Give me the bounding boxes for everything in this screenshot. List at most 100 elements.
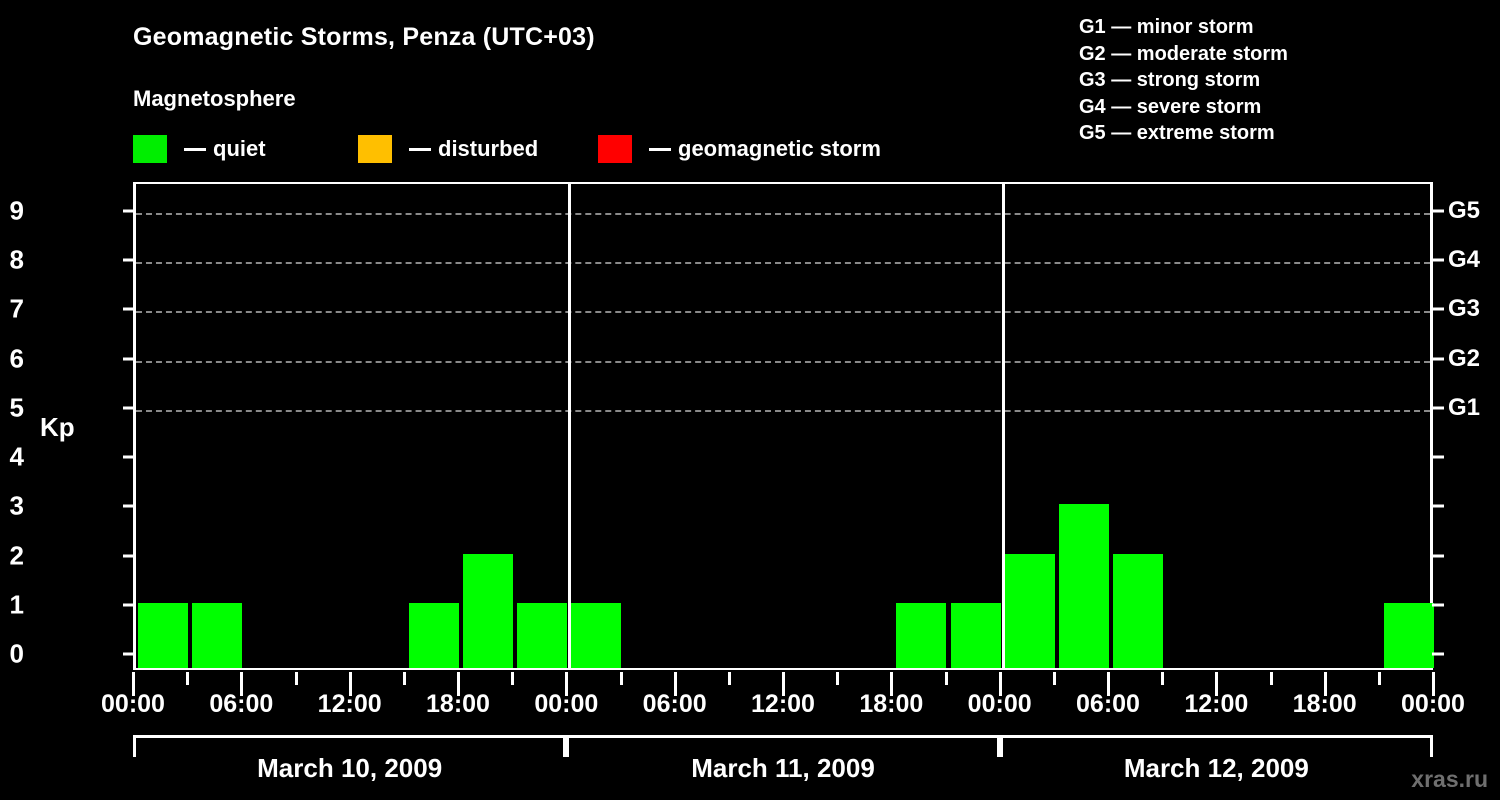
x-tick-18: [1107, 672, 1110, 696]
y-tick-mark-6: [123, 357, 135, 361]
y-tick-mark-right-2: [1432, 554, 1444, 557]
day-bracket-3: [999, 735, 1433, 757]
g-level-label-G1: G1: [1448, 393, 1481, 421]
bar: [1004, 553, 1055, 668]
x-axis-label: 00:00: [967, 690, 1032, 718]
x-tick-2: [240, 672, 244, 696]
x-axis-label: 12:00: [1184, 690, 1249, 718]
legend-item-geomagnetic: geomagnetic storm: [598, 134, 881, 164]
legend-item-disturbed: disturbed: [358, 134, 538, 164]
x-tick-14: [890, 672, 894, 696]
gridline-kp-6: [136, 360, 1430, 363]
storm-scale-row-3: G3 — strong storm: [1079, 69, 1261, 91]
y-tick-mark-2: [123, 554, 135, 557]
x-axis-label: 00:00: [534, 690, 599, 718]
day-label-1: March 10, 2009: [257, 753, 443, 783]
y-axis-title: Kp: [40, 412, 75, 442]
y-tick-label-0: 0: [9, 638, 24, 669]
disturbed-swatch: [358, 135, 392, 163]
y-tick-label-9: 9: [9, 195, 24, 226]
bar: [463, 553, 514, 668]
x-tick-22: [1323, 672, 1327, 696]
g-level-label-G3: G3: [1448, 295, 1481, 323]
day-separator-1: [568, 184, 572, 668]
bar: [192, 602, 243, 668]
bar: [1058, 504, 1109, 668]
legend-dash-icon: [649, 147, 671, 151]
day-bracket-cap-right: [1429, 735, 1433, 757]
y-tick-label-3: 3: [9, 490, 24, 521]
x-tick-8: [565, 672, 569, 696]
storm-scale-row-4: G4 — severe storm: [1079, 95, 1262, 118]
day-label-2: March 11, 2009: [691, 753, 875, 783]
x-tick-21: [1269, 672, 1273, 685]
plot-area: [133, 182, 1434, 670]
y-tick-label-7: 7: [9, 293, 24, 324]
legend-item-quiet: quiet: [133, 134, 266, 164]
y-tick-mark-right-5: [1432, 406, 1444, 410]
gridline-kp-7: [136, 311, 1430, 314]
chart-subtitle: Magnetosphere: [133, 86, 296, 111]
y-tick-mark-1: [123, 603, 135, 607]
y-tick-mark-right-7: [1432, 307, 1444, 311]
bar: [950, 602, 1001, 668]
y-tick-mark-right-9: [1432, 209, 1444, 213]
y-tick-label-2: 2: [9, 540, 24, 570]
x-tick-6: [457, 672, 460, 696]
storm-scale-row-1: G1 — minor storm: [1079, 16, 1254, 38]
bar: [571, 602, 622, 668]
quiet-swatch: [133, 135, 167, 163]
y-tick-mark-right-1: [1432, 603, 1444, 607]
x-tick-10: [673, 672, 677, 696]
y-tick-mark-3: [123, 504, 135, 508]
y-tick-mark-7: [123, 307, 135, 311]
day-bracket-line: [133, 735, 567, 738]
gridline-kp-5: [136, 409, 1430, 412]
y-tick-mark-9: [123, 209, 135, 213]
day-bracket-1: [133, 735, 567, 757]
x-tick-4: [348, 672, 352, 696]
day-bracket-cap-left: [133, 735, 136, 757]
page-title: Geomagnetic Storms, Penza (UTC+03): [133, 23, 595, 51]
day-bracket-cap-right: [996, 735, 1000, 757]
x-tick-0: [132, 672, 135, 696]
x-tick-17: [1052, 672, 1056, 685]
day-bracket-cap-left: [566, 735, 570, 757]
bar: [1383, 602, 1434, 668]
legend-dash-icon: [409, 147, 431, 151]
storm-swatch: [598, 135, 632, 163]
gridline-kp-8: [136, 262, 1430, 265]
x-axis-label: 12:00: [317, 690, 382, 718]
y-tick-label-1: 1: [9, 589, 24, 620]
y-tick-mark-right-6: [1432, 357, 1444, 361]
x-tick-15: [944, 672, 948, 685]
x-axis-label: 18:00: [1292, 690, 1357, 718]
x-axis-label: 18:00: [426, 690, 490, 718]
y-tick-mark-4: [123, 455, 135, 459]
day-label-3: March 12, 2009: [1123, 753, 1309, 783]
bar: [138, 602, 189, 668]
x-tick-5: [402, 672, 406, 685]
legend-label: disturbed: [438, 136, 539, 161]
x-tick-20: [1215, 672, 1219, 696]
y-tick-label-6: 6: [9, 343, 24, 374]
x-axis-label: 06:00: [642, 690, 707, 718]
y-tick-mark-right-0: [1432, 652, 1444, 656]
y-tick-mark-right-8: [1432, 258, 1444, 262]
y-tick-label-4: 4: [9, 441, 24, 472]
y-tick-label-5: 5: [9, 392, 24, 423]
x-tick-9: [619, 672, 623, 685]
plot-inner: [136, 184, 1434, 668]
bar: [896, 602, 947, 668]
legend-label: quiet: [213, 136, 266, 161]
x-axis-label: 06:00: [1076, 690, 1140, 718]
x-tick-16: [998, 672, 1002, 696]
x-tick-24: [1432, 672, 1435, 696]
storm-scale-row-5: G5 — extreme storm: [1079, 122, 1275, 144]
y-tick-mark-0: [123, 652, 135, 656]
x-axis-label: 12:00: [751, 690, 815, 718]
day-bracket-cap-left: [999, 735, 1003, 757]
day-separator-2: [1001, 184, 1005, 668]
storm-scale-row-2: G2 — moderate storm: [1079, 42, 1288, 65]
